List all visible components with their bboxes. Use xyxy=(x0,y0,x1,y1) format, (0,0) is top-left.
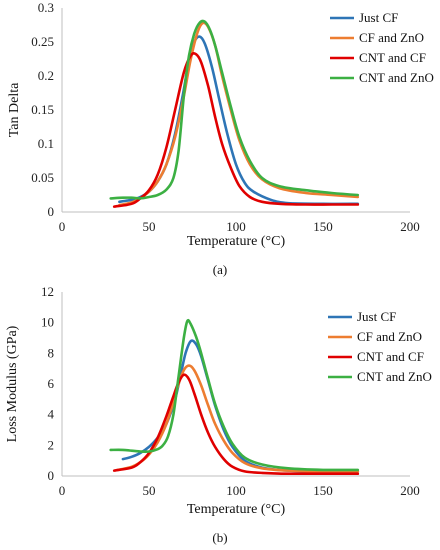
y-tick-label: 0 xyxy=(48,204,55,219)
y-tick-label: 4 xyxy=(48,407,55,422)
series-line-cnt-and-zno xyxy=(109,19,360,200)
series-line-just-cf xyxy=(121,339,360,473)
y-axis-title: Loss Modulus (GPa) xyxy=(5,325,20,442)
y-tick-label: 0.3 xyxy=(38,0,54,15)
y-tick-label: 2 xyxy=(48,437,55,452)
y-axis-title: Tan Delta xyxy=(7,82,22,137)
legend-label-cf-and-zno: CF and ZnO xyxy=(357,329,422,344)
y-tick-label: 0.05 xyxy=(31,170,54,185)
x-tick-label: 100 xyxy=(226,483,246,498)
y-tick-label: 10 xyxy=(41,315,54,330)
legend-label-just-cf: Just CF xyxy=(357,309,396,324)
x-axis-title: Temperature (°C) xyxy=(187,234,286,249)
y-tick-label: 0 xyxy=(48,468,55,483)
legend-label-cnt-and-cf: CNT and CF xyxy=(357,349,424,364)
legend-label-cf-and-zno: CF and ZnO xyxy=(359,30,424,45)
legend-label-just-cf: Just CF xyxy=(359,10,398,25)
y-tick-label: 0.2 xyxy=(38,68,54,83)
y-tick-label: 8 xyxy=(48,345,55,360)
series-line-cnt-and-cf xyxy=(112,373,360,476)
legend-label-cnt-and-cf: CNT and CF xyxy=(359,50,426,65)
legend: Just CF CF and ZnO CNT and CF CNT and ZnO xyxy=(330,10,434,85)
chart-panel-a: 0 0.05 0.1 0.15 0.2 0.25 0.3 0 50 100 150 200 Temper… xyxy=(7,0,434,277)
y-tick-label: 12 xyxy=(41,284,54,299)
series-line-cnt-and-zno xyxy=(109,318,360,472)
legend-label-cnt-and-zno: CNT and ZnO xyxy=(357,369,432,384)
x-tick-label: 200 xyxy=(400,483,420,498)
chart-panel-b: 0 2 4 6 8 10 12 0 50 100 150 200 Temperature (°C) Los… xyxy=(5,284,432,545)
y-tick-label: 0.1 xyxy=(38,136,54,151)
legend: Just CF CF and ZnO CNT and CF CNT and ZnO xyxy=(328,309,432,384)
x-tick-label: 50 xyxy=(143,219,156,234)
x-tick-label: 0 xyxy=(59,483,66,498)
x-axis-title: Temperature (°C) xyxy=(187,502,286,517)
x-tick-label: 200 xyxy=(400,219,420,234)
panel-caption: (b) xyxy=(212,530,227,545)
y-tick-label: 0.25 xyxy=(31,34,54,49)
x-tick-label: 100 xyxy=(226,219,246,234)
x-tick-label: 0 xyxy=(59,219,66,234)
x-tick-label: 150 xyxy=(313,483,333,498)
y-tick-label: 6 xyxy=(48,376,55,391)
x-tick-label: 50 xyxy=(143,483,156,498)
series-line-cnt-and-cf xyxy=(112,52,360,208)
panel-caption: (a) xyxy=(213,262,227,277)
legend-label-cnt-and-zno: CNT and ZnO xyxy=(359,70,434,85)
y-tick-label: 0.15 xyxy=(31,102,54,117)
x-tick-label: 150 xyxy=(313,219,333,234)
